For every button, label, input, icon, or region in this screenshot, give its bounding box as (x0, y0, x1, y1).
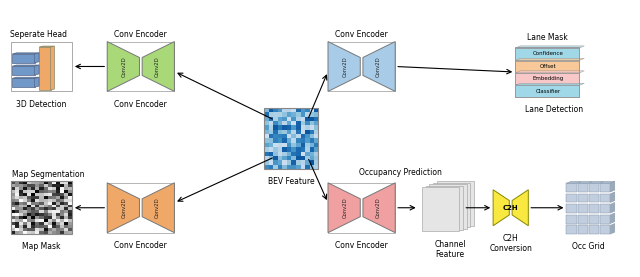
Text: Conv Encoder: Conv Encoder (115, 30, 167, 39)
Polygon shape (515, 71, 584, 73)
Text: Lane Mask: Lane Mask (527, 33, 568, 42)
Polygon shape (515, 58, 584, 61)
Polygon shape (515, 83, 584, 86)
Polygon shape (578, 181, 593, 183)
Polygon shape (328, 183, 360, 233)
Text: Conv Encoder: Conv Encoder (115, 241, 167, 250)
Bar (566, 225, 577, 234)
Text: Occupancy Prediction: Occupancy Prediction (358, 168, 442, 177)
Bar (515, 47, 579, 97)
Polygon shape (611, 213, 615, 224)
Text: Conv2D: Conv2D (155, 56, 160, 77)
Polygon shape (493, 190, 509, 226)
Polygon shape (12, 78, 35, 87)
Text: Offset: Offset (540, 64, 557, 69)
Bar (600, 215, 611, 224)
Bar (515, 48, 579, 60)
Text: Conv2D: Conv2D (376, 56, 381, 77)
Polygon shape (12, 77, 39, 78)
Bar (566, 194, 577, 202)
Polygon shape (142, 42, 174, 91)
Bar (515, 86, 579, 97)
Text: Channel
Feature: Channel Feature (434, 240, 466, 259)
Polygon shape (611, 202, 615, 213)
Polygon shape (328, 42, 360, 91)
Text: Conv Encoder: Conv Encoder (115, 100, 167, 109)
Bar (515, 61, 579, 72)
Bar (600, 225, 611, 234)
Bar (578, 183, 588, 192)
Text: Occ Grid: Occ Grid (572, 242, 605, 251)
Polygon shape (12, 54, 35, 63)
Text: C2H
Conversion: C2H Conversion (490, 234, 532, 253)
Text: Conv2D: Conv2D (122, 198, 127, 218)
Polygon shape (611, 181, 615, 192)
Bar (12, 42, 72, 91)
Bar (578, 204, 588, 213)
Text: Conv2D: Conv2D (342, 198, 348, 218)
Polygon shape (39, 47, 51, 90)
Polygon shape (611, 224, 615, 234)
Text: Confidence: Confidence (533, 51, 564, 56)
Polygon shape (142, 183, 174, 233)
Text: Embedding: Embedding (533, 76, 564, 81)
Bar (578, 215, 588, 224)
Polygon shape (512, 190, 529, 226)
Text: BEV Feature: BEV Feature (268, 177, 314, 186)
Text: Lane Detection: Lane Detection (525, 105, 582, 114)
Text: Seperate Head: Seperate Head (10, 30, 67, 39)
Bar (12, 181, 72, 234)
Polygon shape (363, 183, 395, 233)
Text: Conv Encoder: Conv Encoder (335, 241, 388, 250)
Bar (589, 194, 599, 202)
Polygon shape (35, 53, 39, 63)
Text: Map Segmentation: Map Segmentation (12, 170, 84, 179)
Bar (515, 73, 579, 84)
Bar (578, 225, 588, 234)
Text: Conv2D: Conv2D (122, 56, 127, 77)
Text: Conv2D: Conv2D (376, 198, 381, 218)
Polygon shape (12, 66, 35, 75)
Polygon shape (600, 181, 615, 183)
Text: 3D Detection: 3D Detection (17, 100, 67, 109)
Bar (589, 215, 599, 224)
Bar (589, 204, 599, 213)
Polygon shape (108, 42, 140, 91)
Polygon shape (611, 192, 615, 202)
Bar (600, 194, 611, 202)
Polygon shape (35, 77, 39, 87)
Polygon shape (363, 42, 395, 91)
Polygon shape (589, 181, 604, 183)
Bar (600, 183, 611, 192)
Bar (433, 183, 470, 227)
Polygon shape (108, 183, 140, 233)
Bar (264, 108, 319, 169)
Polygon shape (39, 46, 54, 47)
Bar (429, 184, 467, 229)
Bar (578, 194, 588, 202)
Polygon shape (566, 181, 581, 183)
Text: C2H: C2H (503, 205, 518, 211)
Bar (600, 204, 611, 213)
Polygon shape (51, 46, 54, 90)
Polygon shape (12, 65, 39, 66)
Bar (566, 183, 577, 192)
Polygon shape (12, 53, 39, 54)
Bar (566, 215, 577, 224)
Text: Conv Encoder: Conv Encoder (335, 30, 388, 39)
Bar (589, 225, 599, 234)
Text: Conv2D: Conv2D (342, 56, 348, 77)
Polygon shape (515, 46, 584, 48)
Text: Map Mask: Map Mask (22, 242, 61, 251)
Bar (566, 204, 577, 213)
Bar (589, 183, 599, 192)
Bar (422, 187, 459, 231)
Bar (437, 181, 474, 226)
Text: Conv2D: Conv2D (155, 198, 160, 218)
Text: Classifier: Classifier (536, 89, 561, 94)
Polygon shape (35, 65, 39, 75)
Bar (426, 186, 463, 230)
